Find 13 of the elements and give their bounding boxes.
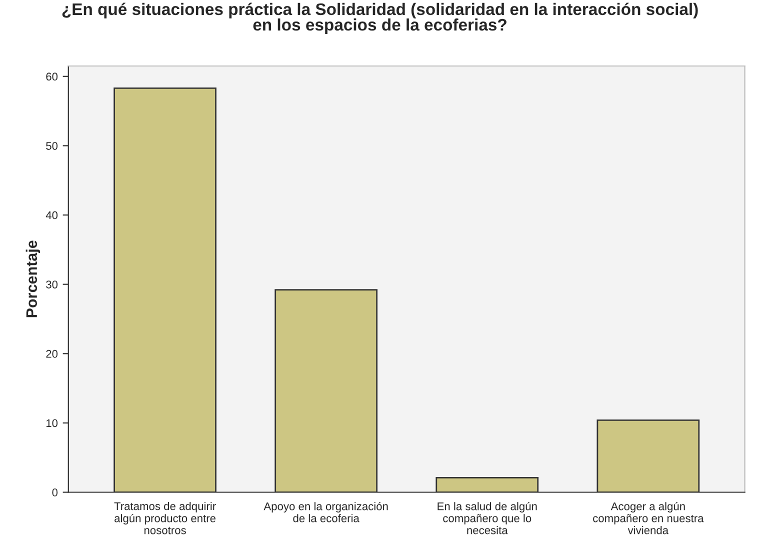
x-tick-label: Apoyo en la organización de la ecoferia: [264, 502, 388, 522]
y-tick-label: 30: [46, 280, 58, 288]
y-tick-label: 60: [46, 72, 58, 81]
y-tick-label: 20: [46, 350, 58, 358]
y-axis-title: Porcentaje: [26, 240, 40, 318]
chart-title: ¿En qué situaciones práctica la Solidaridad (solidaridad en la interacción social) en los espacios de la ecoferias?: [62, 2, 698, 34]
y-tick-label: 40: [46, 211, 58, 220]
y-tick-label: 50: [46, 142, 58, 150]
x-tick-label: Tratamos de adquirir algún producto entre nosotros: [114, 502, 216, 534]
y-tick-label: 10: [46, 419, 58, 428]
x-tick-label: En la salud de algún compañero que lo necesita: [438, 502, 537, 534]
y-tick-label: 0: [52, 488, 58, 496]
x-tick-label: Acoger a algún compañero en nuestra vivienda: [593, 502, 704, 534]
